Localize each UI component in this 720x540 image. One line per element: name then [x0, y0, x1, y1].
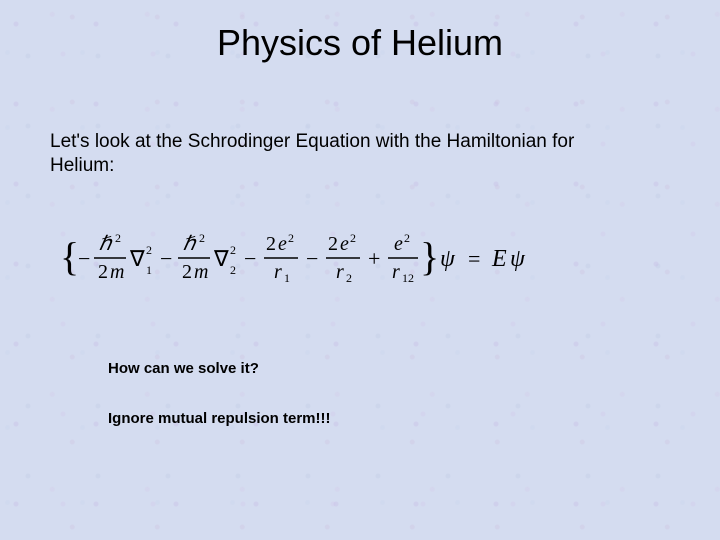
svg-text:−: −	[160, 246, 172, 271]
svg-text:2: 2	[115, 231, 121, 245]
svg-text:r: r	[336, 261, 344, 283]
svg-text:+: +	[368, 246, 380, 271]
svg-text:r: r	[274, 261, 282, 283]
svg-text:=: =	[468, 246, 480, 271]
svg-text:2: 2	[404, 231, 410, 245]
svg-text:∇: ∇	[213, 246, 229, 271]
brace-close: }	[420, 234, 439, 279]
svg-text:2: 2	[98, 261, 108, 283]
svg-text:ψ: ψ	[440, 246, 456, 272]
svg-text:2: 2	[230, 243, 236, 257]
svg-text:e: e	[278, 233, 287, 255]
svg-text:−: −	[244, 246, 256, 271]
svg-text:e: e	[340, 233, 349, 255]
svg-text:ψ: ψ	[510, 246, 526, 272]
slide: Physics of Helium Let's look at the Schr…	[0, 0, 720, 540]
slide-title: Physics of Helium	[0, 22, 720, 64]
svg-text:ℏ: ℏ	[183, 233, 197, 255]
svg-text:−: −	[78, 246, 90, 271]
svg-text:2: 2	[266, 233, 276, 255]
svg-text:m: m	[110, 261, 124, 283]
schrodinger-equation: { − ℏ 2 2 m ∇ 2 1 − ℏ 2 2 m ∇	[60, 220, 620, 305]
svg-text:m: m	[194, 261, 208, 283]
svg-text:2: 2	[230, 263, 236, 277]
svg-text:2: 2	[346, 271, 352, 285]
svg-text:e: e	[394, 233, 403, 255]
svg-text:∇: ∇	[129, 246, 145, 271]
brace-open: {	[60, 234, 79, 279]
svg-text:2: 2	[182, 261, 192, 283]
svg-text:12: 12	[402, 271, 414, 285]
equation-svg: { − ℏ 2 2 m ∇ 2 1 − ℏ 2 2 m ∇	[60, 220, 620, 300]
svg-text:E: E	[491, 246, 507, 272]
answer-ignore-term: Ignore mutual repulsion term!!!	[108, 410, 331, 427]
svg-text:2: 2	[288, 231, 294, 245]
svg-text:ℏ: ℏ	[99, 233, 113, 255]
svg-text:2: 2	[350, 231, 356, 245]
svg-text:−: −	[306, 246, 318, 271]
svg-text:1: 1	[284, 271, 290, 285]
svg-text:2: 2	[328, 233, 338, 255]
svg-text:1: 1	[146, 263, 152, 277]
question-how-solve: How can we solve it?	[108, 360, 259, 377]
svg-text:2: 2	[146, 243, 152, 257]
body-text: Let's look at the Schrodinger Equation w…	[50, 130, 640, 178]
svg-text:2: 2	[199, 231, 205, 245]
svg-text:r: r	[392, 261, 400, 283]
